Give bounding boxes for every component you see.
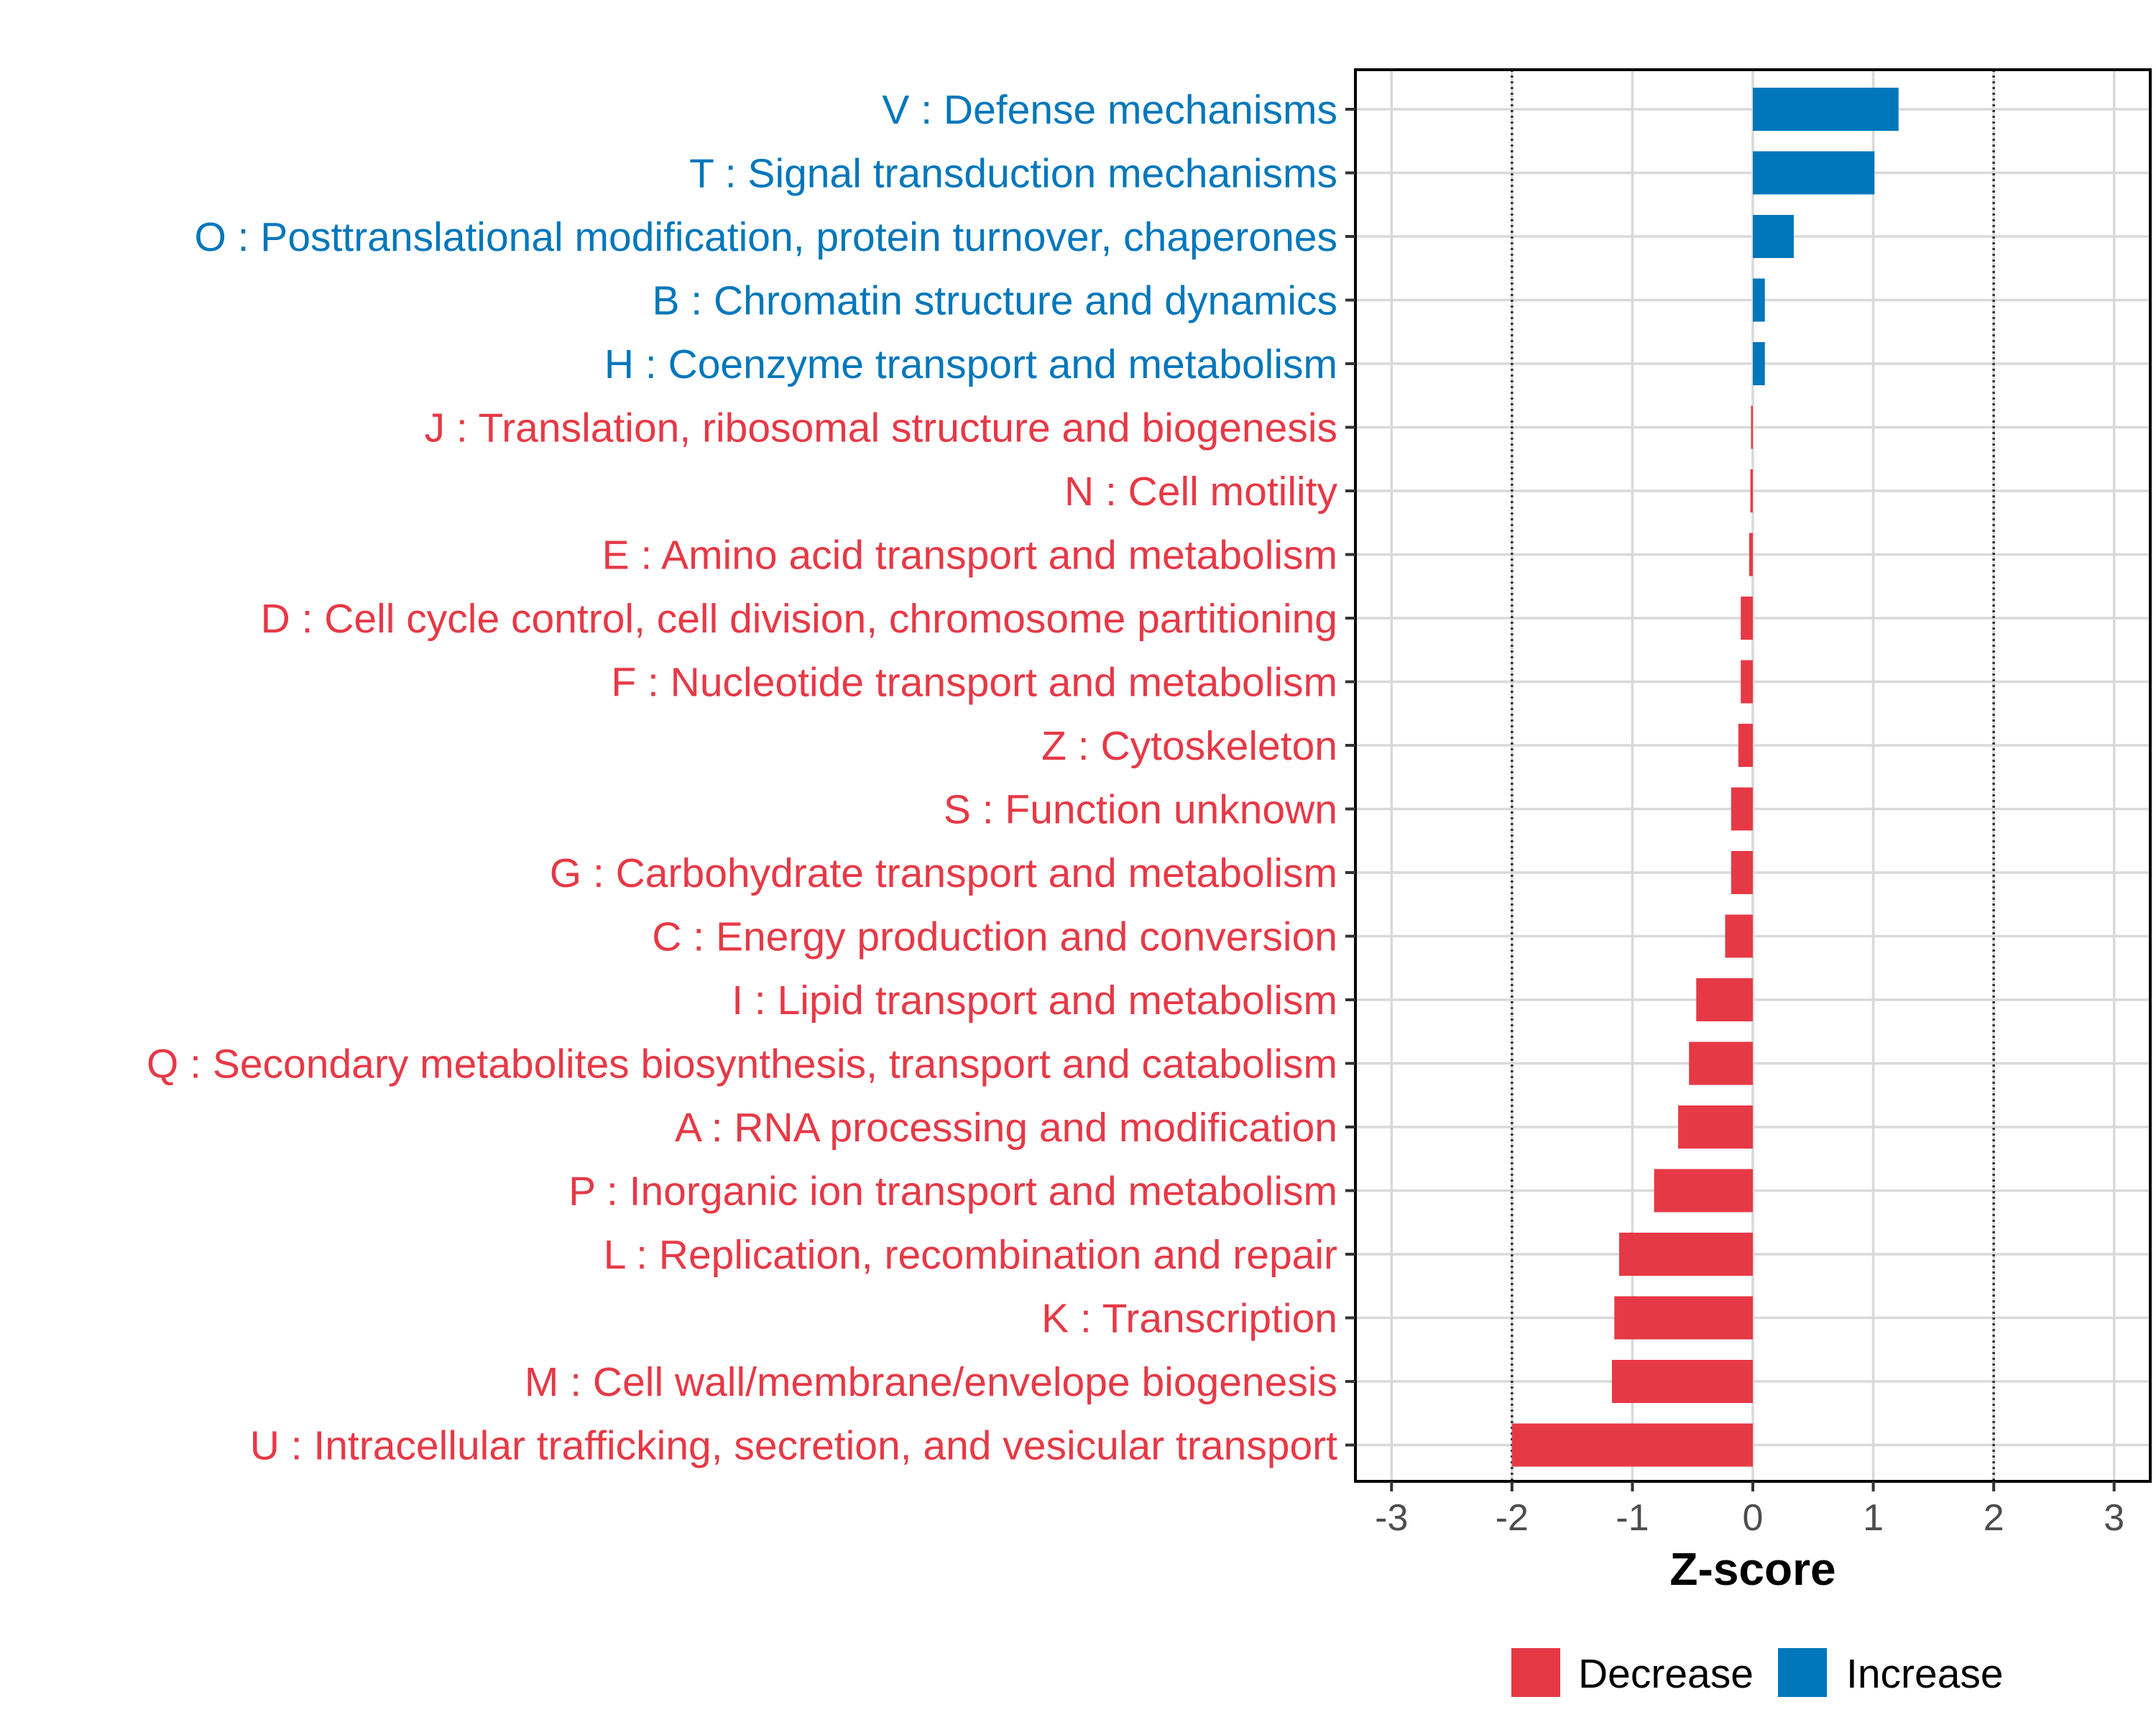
category-label-i: I : Lipid transport and metabolism bbox=[732, 978, 1337, 1024]
category-label-n: N : Cell motility bbox=[1064, 469, 1338, 515]
bar-s bbox=[1731, 787, 1753, 831]
bar-k bbox=[1614, 1296, 1753, 1340]
y-axis-category-labels: V : Defense mechanisms T : Signal transdu… bbox=[147, 87, 1338, 1469]
bar-u bbox=[1511, 1423, 1753, 1467]
legend: Decrease Increase bbox=[1511, 1648, 2004, 1697]
x-tick-label: -1 bbox=[1616, 1497, 1649, 1539]
category-label-u: U : Intracellular trafficking, secretion… bbox=[250, 1423, 1337, 1469]
category-label-h: H : Coenzyme transport and metabolism bbox=[604, 341, 1337, 387]
category-label-s: S : Function unknown bbox=[944, 787, 1337, 833]
category-label-b: B : Chromatin structure and dynamics bbox=[652, 278, 1337, 324]
legend-key-decrease bbox=[1511, 1648, 1560, 1697]
x-tick-label: -2 bbox=[1496, 1497, 1529, 1539]
category-label-z: Z : Cytoskeleton bbox=[1041, 723, 1337, 769]
category-label-v: V : Defense mechanisms bbox=[882, 87, 1337, 133]
x-tick-label: 0 bbox=[1743, 1497, 1764, 1539]
category-label-f: F : Nucleotide transport and metabolism bbox=[611, 660, 1337, 706]
category-label-p: P : Inorganic ion transport and metaboli… bbox=[568, 1169, 1337, 1215]
bar-p bbox=[1654, 1169, 1753, 1213]
bar-v bbox=[1753, 88, 1899, 131]
bar-o bbox=[1753, 215, 1794, 258]
bars bbox=[1511, 88, 1899, 1467]
category-label-q: Q : Secondary metabolites biosynthesis, … bbox=[147, 1041, 1337, 1087]
category-label-c: C : Energy production and conversion bbox=[652, 914, 1337, 960]
x-tick-label: 2 bbox=[1984, 1497, 2004, 1539]
bar-i bbox=[1696, 978, 1753, 1021]
legend-key-increase bbox=[1778, 1648, 1827, 1697]
x-axis-title: Z-score bbox=[1669, 1543, 1835, 1595]
bar-t bbox=[1753, 151, 1875, 195]
category-label-k: K : Transcription bbox=[1041, 1296, 1337, 1342]
bar-z bbox=[1738, 724, 1753, 767]
y-axis-ticks bbox=[1345, 108, 1355, 1447]
bar-f bbox=[1741, 660, 1753, 704]
category-label-m: M : Cell wall/membrane/envelope biogenes… bbox=[525, 1359, 1337, 1405]
category-label-d: D : Cell cycle control, cell division, c… bbox=[261, 596, 1337, 642]
bar-d bbox=[1741, 597, 1753, 640]
x-tick-label: 1 bbox=[1863, 1497, 1884, 1539]
category-label-t: T : Signal transduction mechanisms bbox=[689, 151, 1337, 197]
bar-a bbox=[1678, 1105, 1753, 1149]
category-label-l: L : Replication, recombination and repai… bbox=[604, 1232, 1337, 1278]
bar-n bbox=[1750, 469, 1753, 512]
bar-b bbox=[1753, 278, 1765, 322]
x-axis-ticks: -3 -2 -1 0 1 2 3 bbox=[1375, 1481, 2124, 1539]
category-label-e: E : Amino acid transport and metabolism bbox=[602, 533, 1337, 579]
x-tick-label: 3 bbox=[2104, 1497, 2124, 1539]
bar-q bbox=[1689, 1041, 1753, 1085]
category-label-a: A : RNA processing and modification bbox=[675, 1105, 1337, 1151]
legend-label-decrease: Decrease bbox=[1578, 1651, 1754, 1697]
bar-l bbox=[1618, 1233, 1753, 1276]
bar-g bbox=[1731, 851, 1753, 894]
bar-h bbox=[1753, 342, 1765, 385]
bar-e bbox=[1749, 533, 1753, 576]
legend-label-increase: Increase bbox=[1846, 1651, 2004, 1697]
category-label-j: J : Translation, ribosomal structure and… bbox=[425, 405, 1337, 451]
bar-c bbox=[1725, 914, 1753, 958]
x-tick-label: -3 bbox=[1375, 1497, 1408, 1539]
category-label-o: O : Posttranslational modification, prot… bbox=[194, 214, 1337, 260]
bar-m bbox=[1611, 1360, 1753, 1403]
bar-j bbox=[1751, 405, 1753, 449]
category-label-g: G : Carbohydrate transport and metabolis… bbox=[550, 850, 1337, 896]
